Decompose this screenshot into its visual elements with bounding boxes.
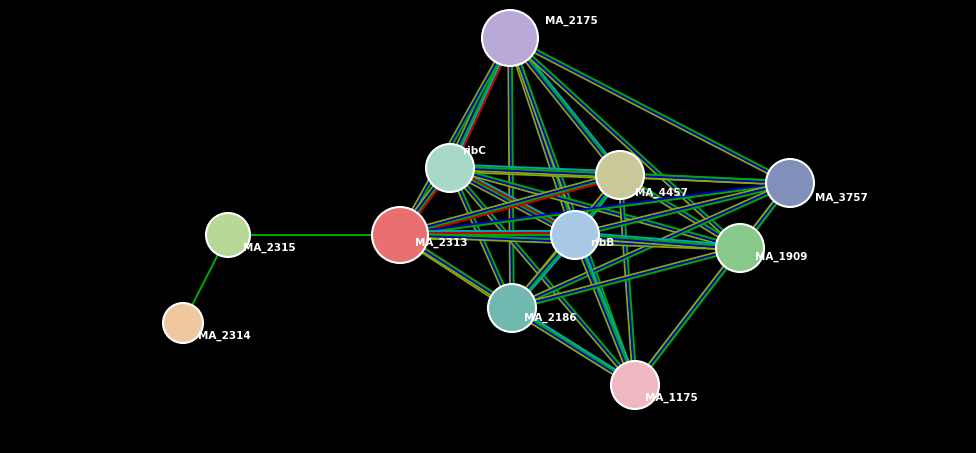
Text: MA_2315: MA_2315 xyxy=(243,243,296,253)
Circle shape xyxy=(206,213,250,257)
Text: ribC: ribC xyxy=(462,146,486,156)
Text: MA_4457: MA_4457 xyxy=(635,188,688,198)
Circle shape xyxy=(488,284,536,332)
Text: MA_2314: MA_2314 xyxy=(198,331,251,341)
Circle shape xyxy=(163,303,203,343)
Circle shape xyxy=(596,151,644,199)
Circle shape xyxy=(611,361,659,409)
Circle shape xyxy=(426,144,474,192)
Text: MA_1175: MA_1175 xyxy=(645,393,698,403)
Circle shape xyxy=(551,211,599,259)
Text: MA_2175: MA_2175 xyxy=(545,16,597,26)
Text: MA_1909: MA_1909 xyxy=(755,252,807,262)
Text: MA_3757: MA_3757 xyxy=(815,193,868,203)
Circle shape xyxy=(482,10,538,66)
Text: MA_2186: MA_2186 xyxy=(524,313,577,323)
Circle shape xyxy=(372,207,428,263)
Circle shape xyxy=(716,224,764,272)
Text: ribB: ribB xyxy=(590,238,614,248)
Text: MA_2313: MA_2313 xyxy=(415,238,468,248)
Circle shape xyxy=(766,159,814,207)
